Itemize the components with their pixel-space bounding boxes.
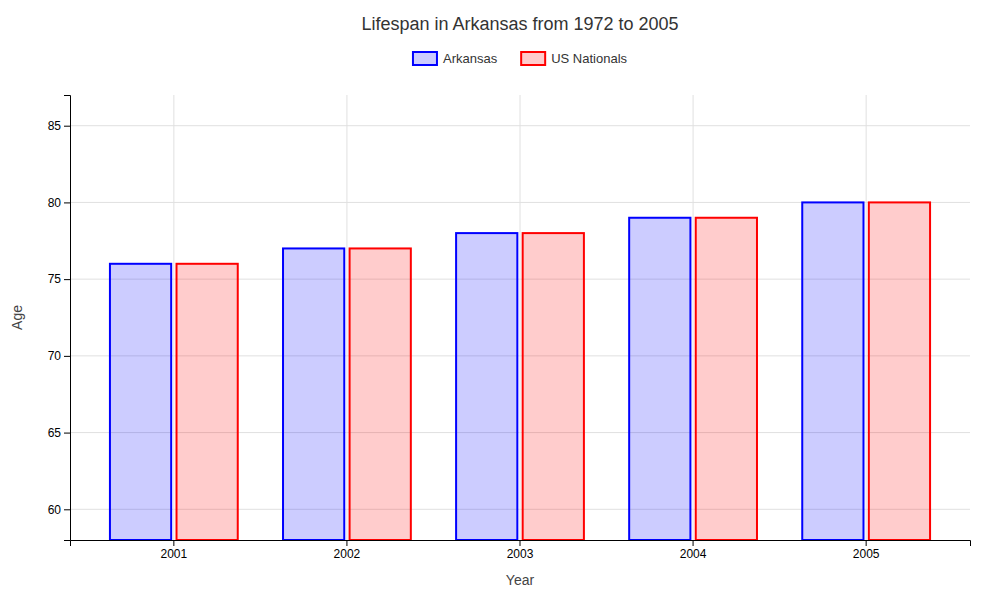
x-tick-label: 2001 bbox=[160, 547, 187, 561]
y-tick-mark bbox=[64, 356, 70, 357]
legend-swatch bbox=[521, 52, 545, 65]
grid-line-x bbox=[866, 95, 867, 540]
bar bbox=[696, 218, 757, 540]
legend: Arkansas US Nationals bbox=[413, 51, 628, 66]
bar bbox=[523, 233, 584, 540]
y-axis: 60 65 70 75 80 85 bbox=[48, 96, 71, 541]
x-tick-mark bbox=[173, 540, 174, 546]
y-tick-label: 75 bbox=[48, 272, 62, 286]
y-tick-label: 65 bbox=[48, 426, 62, 440]
y-tick-mark bbox=[64, 509, 70, 510]
grid-line-x bbox=[346, 95, 347, 540]
x-tick: 2002 bbox=[334, 540, 361, 561]
y-tick-label: 80 bbox=[48, 196, 62, 210]
x-tick-mark bbox=[520, 540, 521, 546]
bar bbox=[456, 233, 517, 540]
x-tick-mark bbox=[866, 540, 867, 546]
bar bbox=[350, 248, 411, 540]
y-tick: 60 bbox=[48, 503, 70, 517]
x-axis-title: Year bbox=[506, 572, 535, 588]
legend-item: Arkansas bbox=[413, 51, 498, 66]
grid-line-x bbox=[520, 95, 521, 540]
y-axis-title: Age bbox=[9, 305, 25, 330]
x-tick: 2004 bbox=[680, 540, 707, 561]
grid-line-x bbox=[173, 95, 174, 540]
plot: 2001 2002 2003 2004 2005 60 65 70 75 80 85 bbox=[48, 95, 971, 561]
y-tick-mark bbox=[64, 279, 70, 280]
x-tick-label: 2002 bbox=[334, 547, 361, 561]
x-tick: 2005 bbox=[853, 540, 880, 561]
x-tick-mark bbox=[693, 540, 694, 546]
chart: 2001 2002 2003 2004 2005 60 65 70 75 80 85 Lifespan… bbox=[0, 0, 1000, 600]
bar bbox=[283, 248, 344, 540]
legend-label: Arkansas bbox=[443, 51, 498, 66]
bar bbox=[177, 264, 238, 540]
x-tick-label: 2003 bbox=[507, 547, 534, 561]
y-tick-mark bbox=[64, 433, 70, 434]
grid bbox=[70, 95, 970, 540]
x-tick: 2001 bbox=[160, 540, 187, 561]
x-axis-line bbox=[71, 541, 971, 547]
bar bbox=[110, 264, 171, 540]
bar bbox=[802, 202, 863, 540]
x-tick-label: 2004 bbox=[680, 547, 707, 561]
y-tick-mark bbox=[64, 202, 70, 203]
legend-label: US Nationals bbox=[551, 51, 627, 66]
x-tick: 2003 bbox=[507, 540, 534, 561]
title: Lifespan in Arkansas from 1972 to 2005 bbox=[361, 14, 678, 34]
y-tick-label: 60 bbox=[48, 503, 62, 517]
y-tick: 80 bbox=[48, 196, 70, 210]
grid-line-x bbox=[693, 95, 694, 540]
chart-container: 2001 2002 2003 2004 2005 60 65 70 75 80 85 Lifespan… bbox=[0, 0, 1000, 600]
y-tick: 75 bbox=[48, 272, 70, 286]
legend-item: US Nationals bbox=[521, 51, 627, 66]
bar bbox=[869, 202, 930, 540]
y-tick: 65 bbox=[48, 426, 70, 440]
x-tick-mark bbox=[346, 540, 347, 546]
y-axis-line bbox=[64, 96, 71, 541]
y-tick-mark bbox=[64, 126, 70, 127]
bar bbox=[629, 218, 690, 540]
bars bbox=[110, 202, 930, 540]
y-tick-label: 85 bbox=[48, 119, 62, 133]
y-tick-label: 70 bbox=[48, 349, 62, 363]
y-tick: 70 bbox=[48, 349, 70, 363]
x-axis: 2001 2002 2003 2004 2005 bbox=[71, 540, 971, 561]
y-tick: 85 bbox=[48, 119, 70, 133]
legend-swatch bbox=[413, 52, 437, 65]
x-tick-label: 2005 bbox=[853, 547, 880, 561]
